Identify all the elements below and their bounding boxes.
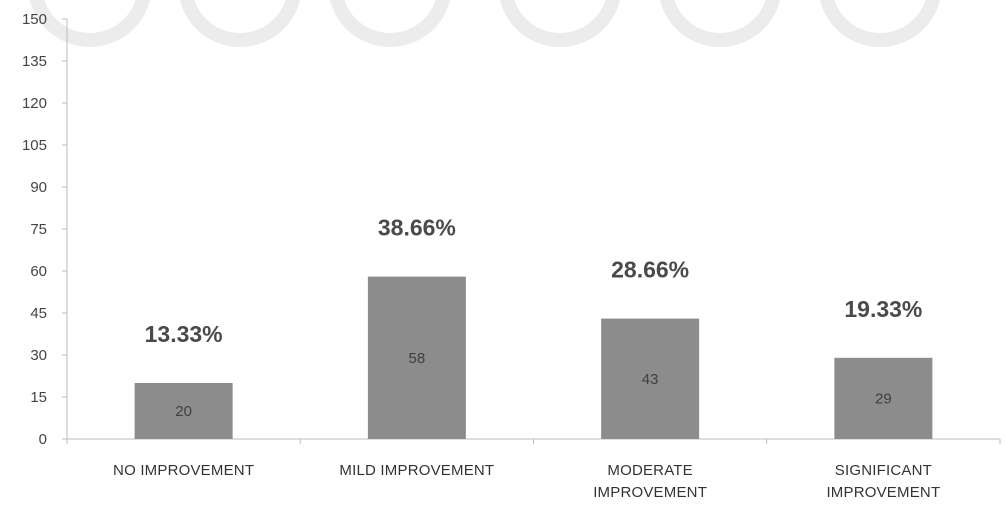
category-label: NO IMPROVEMENT [113, 462, 254, 479]
y-tick-label: 105 [22, 137, 47, 154]
watermark [29, 0, 941, 47]
x-axis: NO IMPROVEMENT MILD IMPROVEMENT MODERATE IM… [66, 438, 1001, 501]
percent-label: 38.66% [378, 215, 456, 241]
bar-value-label: 29 [875, 390, 892, 407]
bar [134, 383, 233, 439]
y-tick-label: 75 [30, 221, 47, 238]
y-tick-label: 120 [22, 95, 47, 112]
y-tick-label: 30 [30, 347, 47, 364]
percent-label: 19.33% [844, 296, 922, 322]
y-tick-label: 90 [30, 179, 47, 196]
category-label: MODERATE IMPROVEMENT [593, 462, 707, 501]
bar-value-label: 58 [409, 350, 426, 367]
y-tick-label: 15 [30, 389, 47, 406]
category-label: MILD IMPROVEMENT [339, 462, 494, 479]
category-label: SIGNIFICANT IMPROVEMENT [826, 462, 940, 501]
bar [834, 357, 933, 439]
y-tick-label: 0 [39, 431, 47, 448]
bar [601, 318, 700, 439]
bar [367, 276, 466, 439]
labels: 20 13.33% 58 38.66% 43 28.66% 29 19.33% [145, 215, 923, 420]
percent-label: 28.66% [611, 257, 689, 283]
bar-value-label: 20 [175, 403, 192, 420]
y-tick-label: 60 [30, 263, 47, 280]
y-tick-label: 150 [22, 11, 47, 28]
y-tick-label: 45 [30, 305, 47, 322]
bars [134, 276, 933, 439]
bar-value-label: 43 [642, 371, 659, 388]
percent-label: 13.33% [145, 321, 223, 347]
y-tick-label: 135 [22, 53, 47, 70]
y-axis: 0 15 30 45 60 75 90 105 120 135 150 [22, 11, 68, 448]
